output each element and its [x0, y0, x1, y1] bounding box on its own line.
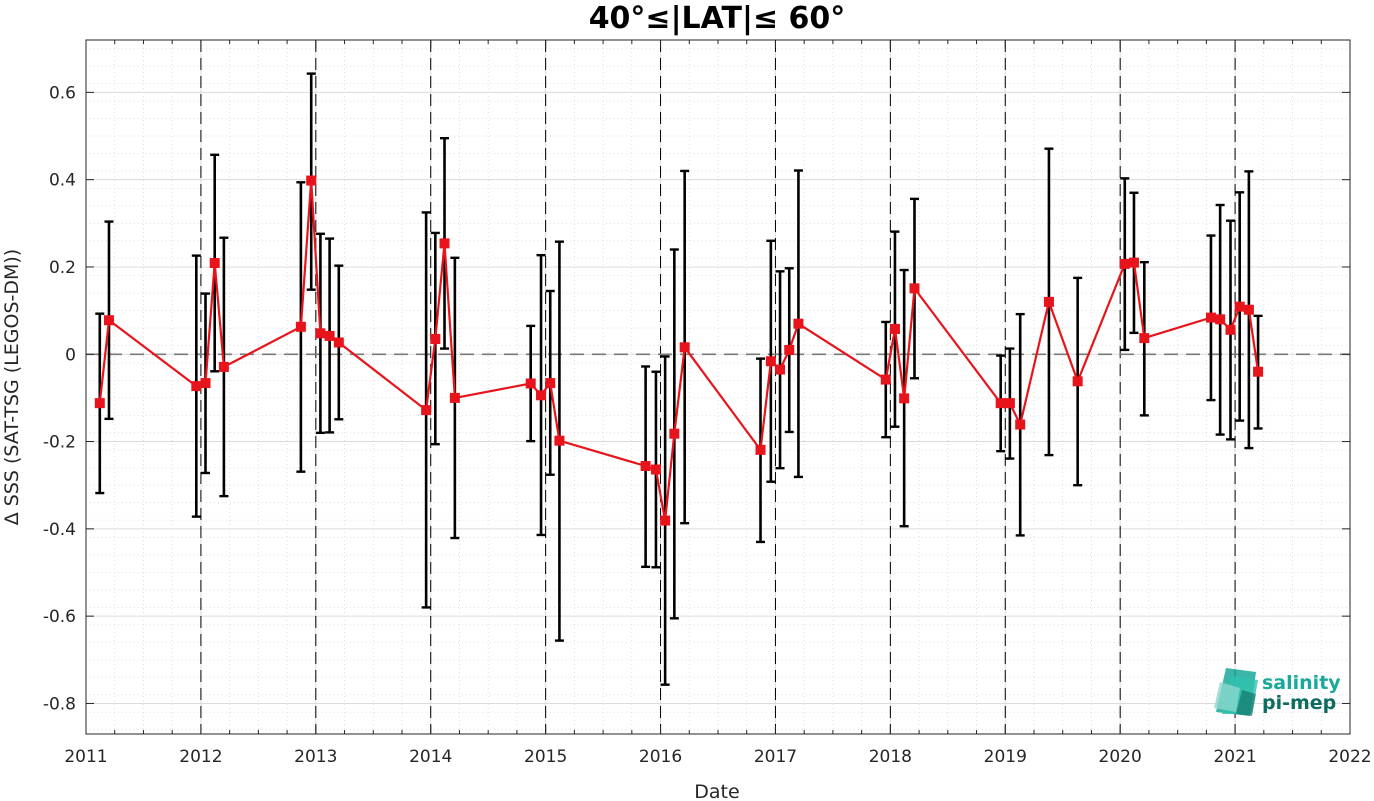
x-tick-label: 2013	[294, 747, 337, 767]
data-point-marker	[1225, 324, 1236, 335]
data-point-marker	[899, 393, 910, 404]
data-point-marker	[765, 356, 776, 367]
data-point-marker	[880, 374, 891, 385]
data-point-marker	[995, 398, 1006, 409]
data-point-marker	[333, 337, 344, 348]
x-tick-label: 2022	[1328, 747, 1371, 767]
y-tick-labels: -0.8 -0.6 -0.4 -0.2 0 0.2 0.4 0.6	[43, 83, 76, 714]
x-tick-label: 2018	[869, 747, 912, 767]
x-tick-label: 2021	[1213, 747, 1256, 767]
data-point-marker	[1253, 366, 1264, 377]
data-point-marker	[1128, 257, 1139, 268]
y-tick-label: -0.2	[43, 433, 76, 453]
year-marker-lines	[200, 40, 1236, 734]
data-point-marker	[775, 364, 786, 375]
data-point-marker	[525, 378, 536, 389]
data-point-marker	[755, 444, 766, 455]
data-point-marker	[306, 175, 317, 186]
data-point-marker	[784, 344, 795, 355]
data-point-marker	[1004, 398, 1015, 409]
data-point-marker	[1043, 296, 1054, 307]
x-tick-label: 2014	[409, 747, 452, 767]
y-tick-label: 0.2	[49, 258, 76, 278]
x-tick-labels: 2011 2012 2013 2014 2015 2016 2017 2018 2019 2020…	[64, 747, 1371, 767]
data-point-marker	[1234, 301, 1245, 312]
x-tick-label: 2015	[524, 747, 567, 767]
y-tick-label: -0.4	[43, 520, 76, 540]
data-point-marker	[295, 321, 306, 332]
x-axis-label: Date	[694, 781, 739, 801]
y-tick-label: 0	[65, 345, 76, 365]
minor-grid	[86, 40, 1350, 734]
series-markers	[94, 175, 1264, 526]
y-axis-label: Δ SSS (SAT-TSG (LEGOS-DM))	[1, 249, 23, 525]
data-point-marker	[315, 328, 326, 339]
data-point-marker	[1072, 376, 1083, 387]
data-point-marker	[650, 464, 661, 475]
data-point-marker	[200, 378, 211, 389]
data-point-marker	[94, 398, 105, 409]
y-tick-label: 0.6	[49, 83, 76, 103]
data-point-marker	[640, 461, 651, 472]
data-point-marker	[1139, 333, 1150, 344]
axis-ticks	[85, 40, 1351, 734]
x-tick-label: 2017	[754, 747, 797, 767]
data-point-marker	[1205, 312, 1216, 323]
logo-text-pi-mep: pi-mep	[1262, 692, 1336, 714]
y-tick-label: -0.6	[43, 607, 76, 627]
data-point-marker	[1215, 314, 1226, 325]
logo-text-salinity: salinity	[1262, 672, 1341, 694]
x-tick-label: 2019	[984, 747, 1027, 767]
chart-title: 40°≤|LAT|≤ 60°	[589, 1, 846, 36]
data-point-marker	[660, 515, 671, 526]
salinity-pi-mep-logo: salinity pi-mep	[1214, 668, 1341, 716]
data-point-marker	[218, 361, 229, 372]
data-point-marker	[449, 392, 460, 403]
data-point-marker	[909, 283, 920, 294]
data-point-marker	[889, 323, 900, 334]
data-point-marker	[793, 318, 804, 329]
data-point-marker	[421, 405, 432, 416]
data-point-marker	[103, 315, 114, 326]
data-point-marker	[1243, 304, 1254, 315]
error-bars	[95, 72, 1263, 686]
data-point-marker	[209, 258, 220, 269]
wave-icon	[1214, 668, 1258, 716]
x-tick-label: 2016	[639, 747, 682, 767]
data-point-marker	[536, 390, 547, 401]
x-tick-label: 2012	[179, 747, 222, 767]
data-point-marker	[1119, 258, 1130, 269]
data-point-marker	[1015, 419, 1026, 430]
data-point-marker	[324, 330, 335, 341]
data-point-marker	[191, 381, 202, 392]
x-tick-label: 2011	[64, 747, 107, 767]
data-point-marker	[545, 378, 556, 389]
data-point-marker	[439, 238, 450, 249]
y-tick-label: 0.4	[49, 171, 76, 191]
series-line	[98, 180, 1260, 521]
x-tick-label: 2020	[1099, 747, 1142, 767]
y-tick-label: -0.8	[43, 694, 76, 714]
data-point-marker	[554, 435, 565, 446]
data-point-marker	[669, 428, 680, 439]
data-point-marker	[679, 342, 690, 353]
data-point-marker	[430, 333, 441, 344]
